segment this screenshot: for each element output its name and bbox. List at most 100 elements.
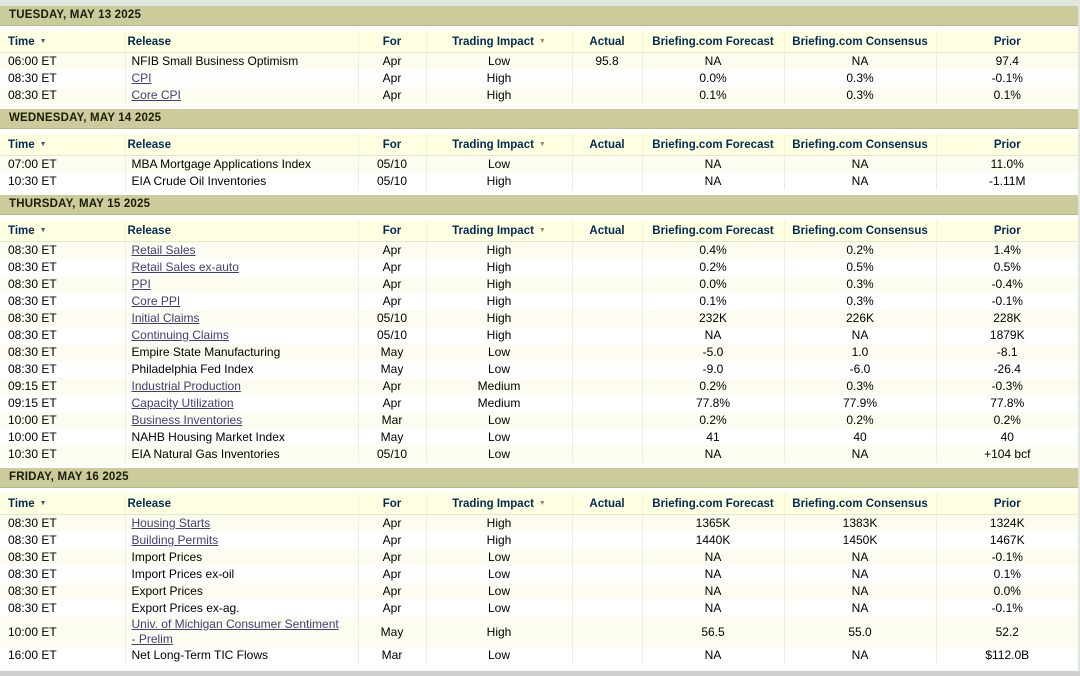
cell-forecast: 0.0% xyxy=(642,70,785,87)
column-label: Trading Impact xyxy=(452,138,534,151)
column-header-time[interactable]: Time ▼ xyxy=(0,31,126,53)
cell-consensus: 0.3% xyxy=(784,87,937,104)
event-row: 08:30 ET Retail Sales Apr High 0.4% 0.2% 1.4% xyxy=(0,241,1078,259)
column-header-impact[interactable]: Trading Impact ▼ xyxy=(426,493,573,515)
cell-prior: 1.4% xyxy=(993,243,1021,257)
column-header-time[interactable]: Time ▼ xyxy=(0,493,126,515)
column-header-actual: Actual xyxy=(572,134,643,156)
cell-actual xyxy=(572,446,643,463)
cell-release: Empire State Manufacturing xyxy=(125,344,359,361)
cell-actual xyxy=(572,532,643,549)
cell-time: 06:00 ET xyxy=(0,52,126,70)
release-link[interactable]: Continuing Claims xyxy=(131,328,229,342)
cell-actual xyxy=(572,412,643,429)
cell-impact: High xyxy=(426,617,573,647)
cell-time: 09:15 ET xyxy=(0,395,126,412)
event-rows: 07:00 ET MBA Mortgage Applications Index 0… xyxy=(0,155,1078,190)
event-row: 10:30 ET EIA Crude Oil Inventories 05/10 Hi… xyxy=(0,173,1078,190)
column-header-prior: Prior xyxy=(936,220,1078,242)
column-header-impact[interactable]: Trading Impact ▼ xyxy=(426,220,573,242)
cell-prior: 0.0% xyxy=(993,584,1021,598)
column-header-row: Time ▼ Release For Trading Impact ▼ Actual Brie… xyxy=(0,493,1078,515)
column-label: Time xyxy=(8,138,35,151)
time-sort-down-icon[interactable]: ▼ xyxy=(39,140,47,148)
cell-time: 10:30 ET xyxy=(0,446,126,463)
impact-sort-down-icon[interactable]: ▼ xyxy=(538,226,546,234)
cell-forecast: 0.2% xyxy=(642,378,785,395)
release-link[interactable]: Core PPI xyxy=(131,294,181,308)
cell-prior: 97.4 xyxy=(995,54,1019,68)
event-row: 10:00 ET Business Inventories Mar Low 0.2% 0.… xyxy=(0,412,1078,429)
time-sort-down-icon[interactable]: ▼ xyxy=(39,226,47,234)
event-row: 16:00 ET Net Long-Term TIC Flows Mar Low NA N… xyxy=(0,647,1078,664)
cell-consensus: 0.5% xyxy=(784,259,937,276)
impact-sort-down-icon[interactable]: ▼ xyxy=(538,140,546,148)
cell-release: Core PPI xyxy=(125,293,359,310)
time-sort-down-icon[interactable]: ▼ xyxy=(39,499,47,507)
cell-prior: +104 bcf xyxy=(984,447,1031,461)
cell-prior: -0.4% xyxy=(991,277,1023,291)
column-header-impact[interactable]: Trading Impact ▼ xyxy=(426,134,573,156)
column-header-release: Release xyxy=(125,493,359,515)
time-sort-down-icon[interactable]: ▼ xyxy=(39,37,47,45)
column-label: Prior xyxy=(993,497,1021,510)
cell-time: 08:30 ET xyxy=(0,293,126,310)
cell-time: 09:15 ET xyxy=(0,378,126,395)
release-link[interactable]: Building Permits xyxy=(131,533,219,547)
cell-actual xyxy=(572,276,643,293)
cell-prior: -0.1% xyxy=(991,601,1023,615)
cell-forecast: NA xyxy=(642,549,785,566)
day-section: WEDNESDAY, MAY 14 2025 Time ▼ Release For Tr… xyxy=(0,109,1078,190)
release-link[interactable]: Business Inventories xyxy=(131,413,243,427)
cell-consensus: 0.3% xyxy=(784,378,937,395)
cell-consensus: 77.9% xyxy=(784,395,937,412)
cell-prior: -0.1% xyxy=(991,294,1023,308)
day-header: WEDNESDAY, MAY 14 2025 xyxy=(0,109,1078,129)
release-link[interactable]: Univ. of Michigan Consumer Sentiment - P… xyxy=(131,617,339,646)
day-section: FRIDAY, MAY 16 2025 Time ▼ Release For Tradi… xyxy=(0,468,1078,664)
event-rows: 06:00 ET NFIB Small Business Optimism Apr L… xyxy=(0,52,1078,104)
cell-forecast: 0.1% xyxy=(642,87,785,104)
cell-consensus: NA xyxy=(784,647,937,664)
cell-impact: Low xyxy=(426,446,573,463)
release-link[interactable]: CPI xyxy=(131,71,152,85)
release-link[interactable]: Core CPI xyxy=(131,88,181,102)
cell-for: Apr xyxy=(358,600,427,617)
column-header-time[interactable]: Time ▼ xyxy=(0,220,126,242)
cell-time: 08:30 ET xyxy=(0,361,126,378)
cell-consensus: -6.0 xyxy=(784,361,937,378)
cell-release: Initial Claims xyxy=(125,310,359,327)
column-header-impact[interactable]: Trading Impact ▼ xyxy=(426,31,573,53)
column-header-forecast: Briefing.com Forecast xyxy=(642,493,785,515)
cell-forecast: 77.8% xyxy=(642,395,785,412)
cell-for: Apr xyxy=(358,583,427,600)
event-row: 08:30 ET Export Prices Apr Low NA NA 0.0% xyxy=(0,583,1078,600)
cell-prior: 40 xyxy=(1000,430,1014,444)
release-link[interactable]: Retail Sales xyxy=(131,243,196,257)
impact-sort-down-icon[interactable]: ▼ xyxy=(538,37,546,45)
release-link[interactable]: Industrial Production xyxy=(131,379,241,393)
release-link[interactable]: Initial Claims xyxy=(131,311,200,325)
cell-for: Apr xyxy=(358,87,427,104)
release-link[interactable]: Housing Starts xyxy=(131,516,211,530)
release-link[interactable]: Capacity Utilization xyxy=(131,396,234,410)
calendar-table: Time ▼ Release For Trading Impact ▼ Actual Brie… xyxy=(0,31,1078,104)
cell-prior: 0.1% xyxy=(993,88,1021,102)
release-link[interactable]: Retail Sales ex-auto xyxy=(131,260,239,274)
column-header-release: Release xyxy=(125,134,359,156)
cell-release: Net Long-Term TIC Flows xyxy=(125,647,359,664)
event-row: 08:30 ET CPI Apr High 0.0% 0.3% -0.1% xyxy=(0,70,1078,87)
column-label: For xyxy=(382,224,402,237)
column-header-time[interactable]: Time ▼ xyxy=(0,134,126,156)
event-row: 08:30 ET Continuing Claims 05/10 High NA NA 18… xyxy=(0,327,1078,344)
impact-sort-down-icon[interactable]: ▼ xyxy=(538,499,546,507)
cell-impact: Low xyxy=(426,600,573,617)
cell-time: 08:30 ET xyxy=(0,259,126,276)
horizontal-scrollbar[interactable] xyxy=(0,671,1080,676)
column-header-consensus: Briefing.com Consensus xyxy=(784,134,937,156)
cell-prior: 1324K xyxy=(989,516,1025,530)
column-label: Actual xyxy=(589,35,625,48)
release-link[interactable]: PPI xyxy=(131,277,151,291)
event-row: 08:30 ET Export Prices ex-ag. Apr Low NA NA -0… xyxy=(0,600,1078,617)
cell-actual xyxy=(572,395,643,412)
